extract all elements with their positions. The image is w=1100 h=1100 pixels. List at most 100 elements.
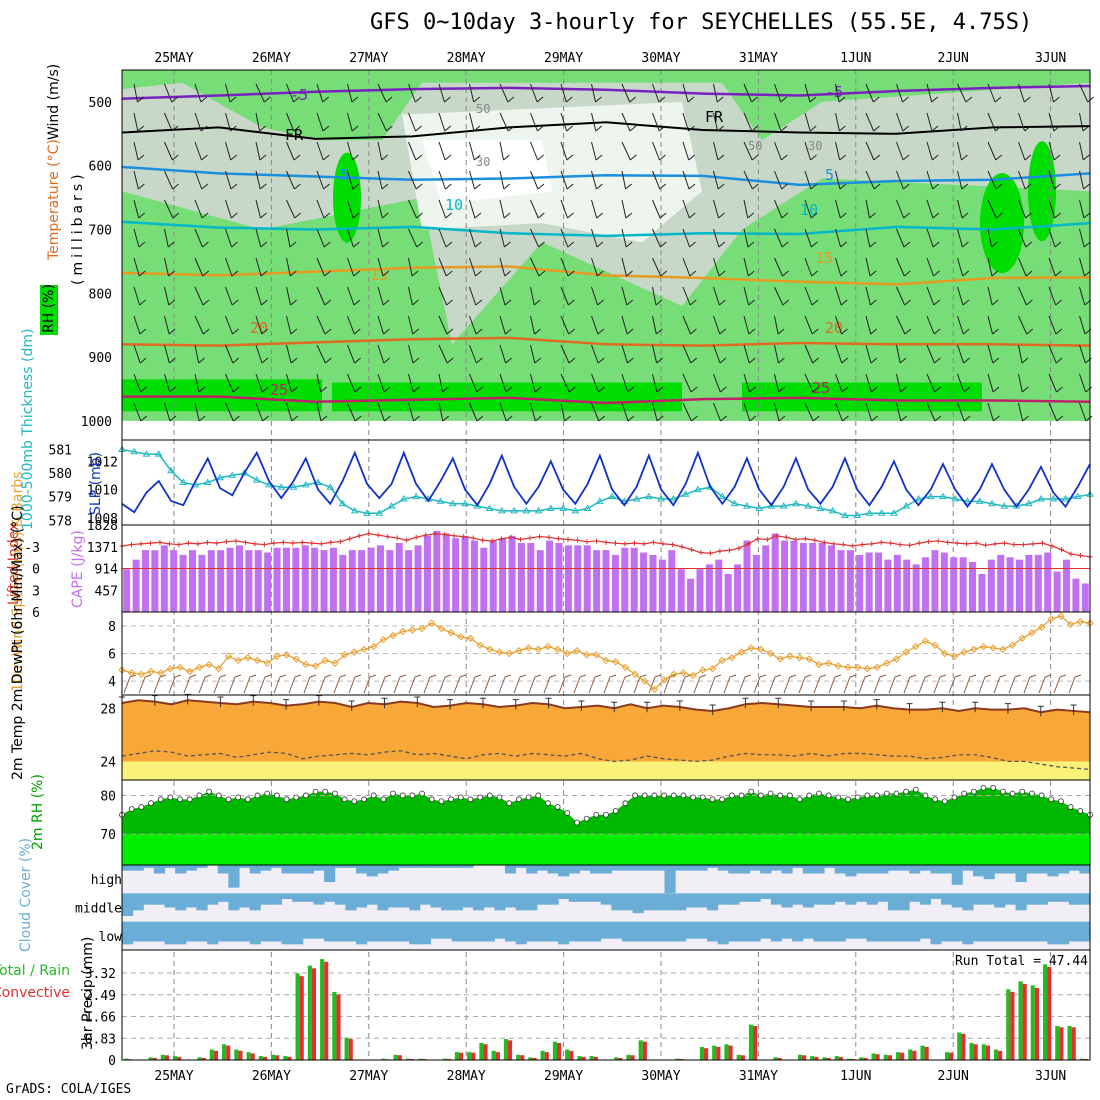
top-day-label: 1JUN: [840, 51, 871, 66]
precip-convective-bar: [863, 1057, 868, 1060]
slp-tick-label: 1008: [87, 512, 118, 527]
wind-barb: [499, 228, 511, 248]
thickness-point: [951, 495, 960, 502]
wind-speed-point: [941, 649, 949, 658]
precip-convective-bar: [348, 1039, 353, 1060]
y-tick-label: 900: [89, 351, 112, 366]
cloud-bar-middle: [855, 893, 868, 902]
cloud-bar-middle: [196, 893, 208, 911]
precip-total-bar: [197, 1057, 202, 1060]
cape-bar: [1072, 578, 1080, 612]
thickness-point: [571, 506, 580, 514]
thickness-point: [289, 483, 298, 490]
temp-area: [122, 700, 1090, 780]
surface-wind-barb: [168, 674, 182, 694]
precip-convective-bar: [409, 1058, 415, 1060]
temp-minmax-bar: [709, 704, 716, 715]
thickness-point: [792, 499, 800, 507]
rh-point: [603, 811, 609, 818]
rh-point: [787, 792, 793, 799]
surface-wind-barb: [768, 674, 782, 694]
thickness-point: [485, 504, 494, 511]
rh-point: [893, 790, 900, 797]
wind-barb: [774, 286, 790, 306]
lifted-index-point: [480, 537, 486, 543]
wind-speed-point: [795, 653, 804, 662]
wind-barb: [499, 83, 515, 103]
surface-wind-barb: [708, 674, 722, 694]
cape-bar: [875, 552, 883, 612]
wind-barb: [621, 315, 634, 335]
cloud-bar-middle: [866, 893, 878, 905]
cloud-bar-low: [664, 921, 676, 942]
wind-barb: [133, 286, 146, 306]
rh-point: [1058, 798, 1064, 805]
precip-convective-bar: [728, 1045, 733, 1060]
lifted-index-point: [138, 541, 144, 547]
cloud-bar-low: [685, 921, 697, 939]
cloud-bar-middle: [547, 893, 559, 905]
surface-wind-barb: [198, 674, 212, 694]
cloud-bar-low: [281, 921, 293, 945]
bottom-day-label: 3JUN: [1035, 1069, 1066, 1084]
rh-point: [651, 792, 658, 799]
wind-tick-label: 8: [108, 620, 116, 635]
wind-speed-point: [921, 637, 930, 645]
temp-minmax-bar: [184, 693, 191, 705]
rh-point: [912, 786, 919, 793]
wind-barb: [530, 286, 541, 306]
cape-bar: [358, 550, 366, 612]
precip-total-bar: [552, 1041, 557, 1060]
wind-barb: [164, 373, 177, 393]
cape-bar: [499, 538, 507, 612]
precip-total-bar: [418, 1058, 423, 1060]
rh-point: [767, 790, 774, 797]
cape-bar: [602, 550, 610, 612]
cloud-bar-low: [515, 921, 527, 945]
cloud-bar-middle: [239, 893, 251, 908]
cloud-bar-low: [653, 921, 666, 942]
precip-convective-bar: [618, 1057, 623, 1060]
cloud-bar-middle: [749, 893, 761, 902]
cloud-bar-high: [398, 865, 410, 868]
thickness-point: [914, 495, 923, 502]
precip-total-bar: [589, 1056, 594, 1060]
cloud-bar-low: [579, 921, 591, 942]
cloud-bar-high: [1015, 865, 1027, 882]
wind-barb: [560, 373, 576, 393]
wind-barb: [804, 373, 820, 393]
wind-barb: [377, 257, 390, 277]
wind-barb: [530, 112, 544, 132]
isotherm-label: 25: [270, 381, 288, 399]
wind-barb: [164, 141, 179, 161]
wind-speed-point: [486, 645, 494, 654]
precip-total-bar: [246, 1052, 251, 1060]
cloud-bar-middle: [504, 893, 517, 908]
wind-barb: [164, 344, 176, 364]
wind-barb: [530, 170, 545, 190]
wind-speed-point: [766, 649, 775, 658]
wind-barb: [194, 315, 210, 335]
cloud-bar-low: [196, 921, 208, 942]
cape-bar: [583, 545, 591, 612]
rh-point: [883, 790, 890, 797]
wind-barb: [408, 199, 423, 219]
lifted-index-point: [423, 532, 429, 538]
wind-barb: [957, 141, 968, 161]
lifted-index-point: [280, 539, 286, 545]
chart-title: GFS 0~10day 3-hourly for SEYCHELLES (55.…: [370, 10, 1033, 35]
surface-wind-barb: [588, 674, 602, 694]
cloud-bar-middle: [462, 893, 474, 908]
wind-barb: [987, 170, 1003, 190]
cloud-bar-low: [643, 921, 655, 942]
wind-barb: [1018, 402, 1029, 422]
rh-point: [390, 790, 396, 797]
thickness-point: [755, 504, 764, 511]
wind-barb: [560, 228, 575, 248]
wind-speed-point: [1018, 634, 1026, 642]
thickness-point: [988, 499, 996, 507]
wind-barb: [621, 402, 635, 422]
thickness-point: [252, 476, 261, 483]
temp-minmax-bar: [348, 700, 355, 711]
precip-total-bar: [381, 1058, 386, 1060]
